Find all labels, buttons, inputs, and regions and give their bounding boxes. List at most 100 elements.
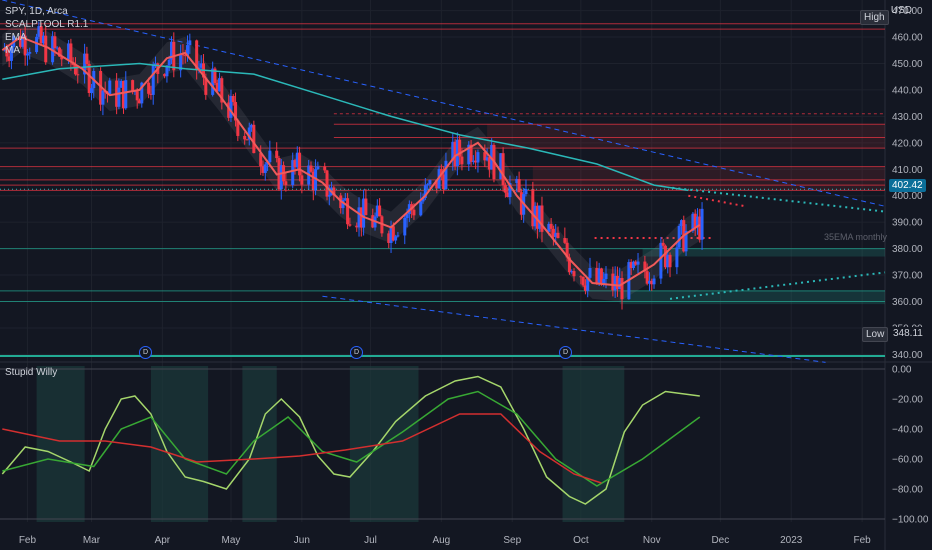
candle-body (165, 65, 169, 77)
price-tick-label: 390.00 (892, 218, 923, 229)
candle-body (551, 228, 555, 237)
candle-body (243, 135, 247, 140)
candle-body (517, 179, 521, 193)
candle-body (167, 59, 171, 66)
candle-body (597, 268, 601, 284)
candle-body (327, 195, 331, 197)
candle-body (325, 170, 329, 197)
candle-body (387, 233, 391, 243)
low-label: Low (862, 327, 889, 342)
candle-body (247, 127, 251, 140)
price-tick-label: 460.00 (892, 33, 923, 44)
candle-body (419, 201, 423, 216)
candle-body (394, 236, 398, 241)
candle-body (99, 70, 103, 105)
candle-body (378, 205, 382, 217)
candle-body (423, 185, 427, 198)
chart-legend: SPY, 1D, Arca SCALPTOOL R1.1 EMA MA (5, 5, 88, 57)
candle-body (119, 80, 123, 88)
candle-body (37, 26, 41, 37)
candle-body (76, 74, 80, 76)
candle-body (53, 36, 57, 49)
candle-body (451, 141, 455, 161)
candle-body (44, 35, 48, 63)
candle-body (35, 36, 39, 53)
osc-zone (242, 366, 277, 522)
osc-tick-label: −40.00 (892, 425, 923, 436)
candle-body (117, 87, 121, 107)
osc-tick-label: 0.00 (892, 365, 912, 376)
candle-body (458, 139, 462, 157)
osc-zone (562, 366, 625, 522)
candle-body (549, 223, 553, 229)
candle-body (359, 207, 363, 228)
candle-body (652, 278, 656, 285)
candle-body (693, 213, 697, 228)
candle-body (613, 275, 617, 291)
candle-body (252, 124, 256, 154)
time-tick-label: Jun (294, 535, 310, 546)
candle-body (199, 63, 203, 68)
candle-body (583, 285, 587, 291)
price-tick-label: 400.00 (892, 191, 923, 202)
candle-body (73, 64, 77, 75)
candle-body (279, 165, 283, 190)
candle-body (236, 120, 240, 136)
dividend-marker[interactable]: D (139, 346, 152, 359)
candle-body (581, 277, 585, 286)
candle-body (89, 88, 93, 93)
candle-body (565, 242, 569, 258)
candle-body (579, 276, 583, 278)
candle-body (661, 242, 665, 246)
candle-body (275, 150, 279, 159)
candle-body (51, 36, 55, 63)
osc-fast-line (1, 375, 700, 505)
candle-body (163, 73, 167, 77)
candle-body (643, 261, 647, 272)
candle-body (570, 271, 574, 273)
candle-body (39, 26, 43, 44)
candle-body (67, 43, 71, 60)
candle-body (554, 232, 558, 237)
candle-body (476, 152, 480, 163)
candle-body (154, 63, 158, 66)
candle-body (259, 153, 263, 167)
candle-body (121, 80, 125, 109)
candle-body (389, 226, 393, 243)
candle-body (211, 68, 215, 95)
candle-body (636, 261, 640, 265)
candle-body (563, 238, 567, 243)
oscillator-zones (0, 366, 885, 522)
candle-body (556, 232, 560, 239)
resistance-zone (487, 124, 885, 149)
candle-body (293, 160, 297, 168)
time-tick-label: Nov (643, 535, 661, 546)
candle-body (124, 80, 128, 109)
last-price-tag: 402.42 (889, 179, 926, 192)
time-tick-label: Mar (83, 535, 101, 546)
candle-body (677, 226, 681, 248)
price-tick-label: 440.00 (892, 85, 923, 96)
candle-body (108, 80, 112, 95)
high-label: High (860, 10, 889, 25)
candle-body (309, 165, 313, 172)
candle-body (375, 205, 379, 217)
candle-body (21, 35, 25, 47)
trend-line (672, 186, 886, 213)
dividend-marker[interactable]: D (559, 346, 572, 359)
candle-body (444, 160, 448, 190)
candle-body (186, 45, 190, 57)
osc-slow-line (2, 390, 701, 487)
candle-body (483, 152, 487, 161)
dividend-marker[interactable]: D (350, 346, 363, 359)
legend-symbol: SPY, 1D, Arca (5, 6, 68, 17)
candle-body (615, 275, 619, 290)
candle-body (147, 82, 151, 94)
candle-body (695, 216, 699, 228)
candle-body (55, 47, 59, 49)
time-tick-label: May (222, 535, 241, 546)
osc-tick-label: −100.00 (892, 515, 929, 526)
candle-body (69, 43, 73, 62)
candle-body (538, 205, 542, 229)
